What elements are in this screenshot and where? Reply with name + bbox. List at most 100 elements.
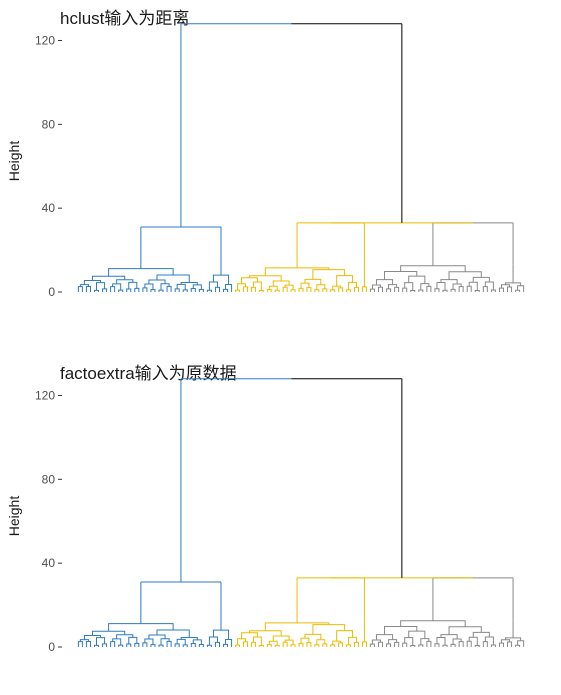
dendrogram-branch (482, 641, 488, 647)
dendrogram-branch (440, 634, 458, 639)
dendrogram-branch (386, 288, 392, 292)
dendrogram-branch (237, 283, 246, 291)
dendrogram-branch (402, 642, 408, 647)
dendrogram-branch (348, 636, 358, 645)
dendrogram-branch (116, 634, 134, 639)
dendrogram-branch (500, 639, 511, 644)
dendrogram-branch (369, 643, 375, 647)
dendrogram-branch (112, 283, 122, 291)
dendrogram-branch (142, 287, 148, 292)
y-axis-title: Height (6, 141, 22, 182)
dendrogram-branch (314, 644, 320, 647)
dendrogram-branch (93, 289, 100, 292)
dendrogram-branch (330, 644, 336, 647)
dendrogram-branch (192, 284, 202, 290)
dendrogram-branch (517, 640, 525, 646)
y-axis-title: Height (6, 496, 22, 537)
dendrogram-branch (298, 287, 304, 292)
y-tick-label: 0 (48, 640, 55, 654)
dendrogram-branch (176, 638, 186, 645)
dendrogram-branch (484, 636, 494, 645)
dendrogram-branch (466, 285, 472, 292)
dendrogram-branch (252, 281, 262, 291)
dendrogram-branch (274, 644, 280, 647)
dendrogram-branch (404, 282, 414, 291)
dendrogram-branch (420, 638, 430, 645)
dendrogram-branch (108, 268, 174, 277)
dendrogram-branch (348, 281, 358, 290)
dendrogram-branch (150, 644, 156, 647)
dendrogram-branch (377, 641, 384, 647)
dendrogram-branch (472, 276, 490, 283)
dendrogram-branch (223, 643, 229, 647)
dendrogram-branch (110, 286, 116, 292)
dendrogram-branch (490, 289, 496, 292)
dendrogram-branch (442, 644, 448, 647)
dendrogram-branch (266, 289, 272, 292)
dendrogram-branch (208, 281, 218, 291)
dendrogram-branch (148, 279, 166, 284)
dendrogram-branch (515, 289, 521, 292)
dendrogram-branch (304, 278, 322, 285)
dendrogram-branch (312, 269, 346, 280)
dendrogram-branch (284, 639, 294, 645)
dendrogram-branch (241, 277, 258, 284)
dendrogram-branch (517, 285, 525, 291)
dendrogram-branch (258, 289, 264, 292)
dendrogram-branch (144, 638, 154, 645)
dendrogram-branch (150, 289, 156, 292)
y-tick-label: 40 (42, 201, 56, 215)
dendrogram-branch (160, 638, 170, 646)
dendrogram-branch (126, 288, 132, 292)
dendrogram-branch (377, 286, 384, 292)
dendrogram-branch (79, 639, 89, 642)
dendrogram-branch (484, 281, 494, 290)
dendrogram-branch (306, 287, 312, 292)
dendrogram-branch (338, 642, 344, 647)
dendrogram-branch (158, 289, 164, 292)
dendrogram-branch (102, 643, 108, 647)
dendrogram-branch (248, 630, 282, 637)
dendrogram-branch (192, 639, 202, 645)
dendrogram-branch (354, 641, 359, 647)
y-tick-label: 0 (48, 285, 55, 299)
dendrogram-branch (418, 289, 424, 292)
dendrogram-branch (371, 284, 381, 290)
dendrogram-branch (250, 286, 256, 292)
dendrogram-branch (375, 634, 394, 640)
dendrogram-branch (388, 284, 398, 289)
dendrogram-branch (426, 285, 432, 292)
dendrogram-branch (458, 286, 464, 292)
dendrogram-branch (472, 631, 490, 638)
dendrogram-branch (290, 644, 296, 647)
dendrogram-branch (134, 287, 140, 292)
dendrogram-branch (272, 280, 290, 287)
dendrogram-branch (504, 637, 522, 641)
dendrogram-branch (225, 639, 233, 645)
dendrogram-branch (166, 640, 172, 647)
dendrogram-branch (418, 644, 424, 647)
dendrogram-branch (290, 289, 296, 292)
dendrogram-branch (436, 282, 446, 291)
dendrogram-branch (258, 644, 264, 647)
y-tick-label: 40 (42, 556, 56, 570)
chart-title: hclust输入为距离 (60, 9, 190, 28)
dendrogram-branch (156, 629, 190, 638)
dendrogram-branch (448, 271, 482, 280)
dendrogram-branch (386, 643, 392, 647)
dendrogram-branch (394, 641, 400, 647)
dendrogram-branch (361, 641, 367, 647)
dendrogram-branch (237, 638, 246, 646)
dendrogram-branch (436, 637, 446, 646)
dendrogram-branch (85, 641, 91, 647)
dendrogram-branch (208, 636, 218, 646)
y-tick-label: 80 (42, 117, 56, 131)
dendrogram-branch (158, 644, 164, 647)
dendrogram-branch (264, 622, 330, 631)
dendrogram-branch (83, 635, 102, 640)
dendrogram-branch (336, 630, 354, 642)
dendrogram-branch (354, 286, 359, 292)
dendrogram-branch (500, 284, 511, 289)
dendrogram-branch (223, 288, 229, 292)
dendrogram-branch (322, 288, 328, 292)
